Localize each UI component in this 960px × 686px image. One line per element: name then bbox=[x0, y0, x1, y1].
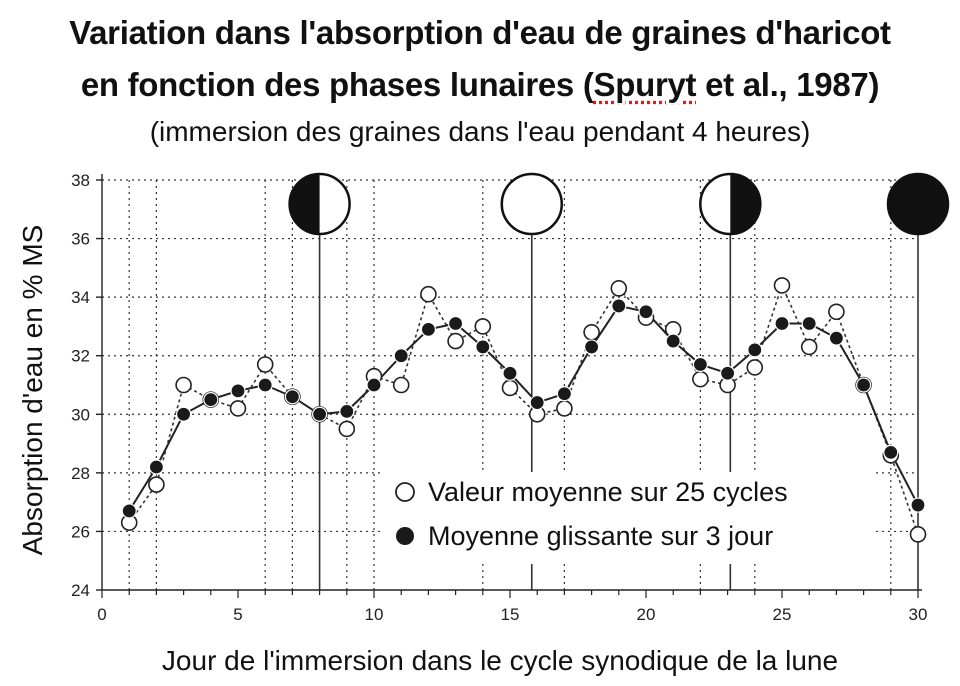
series-points bbox=[120, 277, 927, 543]
point-open bbox=[420, 285, 437, 303]
point-filled bbox=[203, 392, 219, 408]
point-filled bbox=[339, 403, 355, 419]
point-filled bbox=[230, 383, 246, 399]
point-filled bbox=[148, 459, 164, 475]
point-filled bbox=[529, 394, 545, 411]
point-filled bbox=[583, 339, 600, 355]
moon-disc bbox=[500, 172, 564, 236]
point-open bbox=[583, 323, 600, 341]
x-tick-label: 10 bbox=[365, 605, 384, 624]
point-filled bbox=[420, 321, 436, 337]
point-filled bbox=[665, 333, 681, 349]
point-open bbox=[392, 376, 410, 394]
point-open bbox=[175, 376, 192, 394]
point-filled bbox=[692, 356, 709, 373]
legend-label-open: Valeur moyenne sur 25 cycles bbox=[428, 477, 788, 507]
legend-marker-filled bbox=[396, 527, 414, 545]
title-prefix: en fonction des phases lunaires ( bbox=[80, 66, 594, 103]
moon-last-quarter-icon bbox=[699, 172, 762, 236]
point-open bbox=[556, 400, 573, 417]
axes: 24 26 28 30 32 34 36 38 0 5 10 15 20 25 30 bbox=[71, 171, 927, 624]
y-tick-label: 38 bbox=[71, 171, 90, 190]
legend-label-filled: Moyenne glissante sur 3 jour bbox=[428, 521, 773, 551]
point-filled bbox=[719, 365, 736, 381]
point-filled bbox=[910, 497, 926, 513]
y-tick-label: 24 bbox=[71, 581, 90, 600]
citation-author: Spuryt bbox=[593, 66, 697, 103]
point-filled bbox=[393, 348, 409, 364]
x-tick-label: 0 bbox=[97, 605, 106, 624]
point-filled bbox=[611, 298, 627, 314]
point-open bbox=[338, 420, 356, 438]
point-open bbox=[610, 280, 628, 297]
point-open bbox=[828, 303, 845, 321]
moon-phases bbox=[288, 172, 950, 236]
point-open bbox=[256, 356, 274, 373]
point-open bbox=[773, 277, 791, 294]
x-tick-label: 20 bbox=[637, 605, 656, 624]
point-filled bbox=[176, 406, 192, 422]
point-open bbox=[148, 476, 165, 493]
moon-full-icon bbox=[500, 172, 564, 236]
point-filled bbox=[448, 315, 464, 332]
moon-shadow bbox=[730, 174, 761, 234]
point-open bbox=[229, 400, 247, 417]
moon-shadow bbox=[289, 174, 320, 234]
legend-marker-open bbox=[395, 482, 415, 502]
y-tick-label: 36 bbox=[71, 230, 90, 249]
point-open bbox=[692, 370, 709, 388]
point-filled bbox=[312, 406, 328, 422]
point-open bbox=[447, 332, 464, 350]
point-filled bbox=[366, 377, 382, 393]
chart-title-line2: en fonction des phases lunaires (Spuryt … bbox=[0, 66, 960, 104]
y-tick-label: 32 bbox=[71, 347, 90, 366]
y-tick-label: 34 bbox=[71, 288, 90, 307]
y-tick-label: 26 bbox=[71, 522, 90, 541]
x-axis-label: Jour de l'immersion dans le cycle synodi… bbox=[162, 645, 838, 676]
chart-subtitle: (immersion des graines dans l'eau pendan… bbox=[149, 116, 811, 147]
point-filled bbox=[121, 503, 137, 519]
x-tick-label: 5 bbox=[233, 605, 242, 624]
legend-background bbox=[384, 472, 872, 564]
moon-new-icon bbox=[886, 172, 950, 236]
title-suffix: et al., 1987) bbox=[696, 66, 880, 103]
point-open bbox=[800, 338, 818, 356]
x-tick-label: 30 bbox=[909, 605, 928, 624]
y-tick-label: 30 bbox=[71, 405, 90, 424]
y-tick-label: 28 bbox=[71, 464, 90, 483]
point-open bbox=[909, 526, 927, 543]
point-filled bbox=[747, 342, 763, 358]
point-filled bbox=[883, 444, 899, 460]
point-filled bbox=[828, 330, 845, 346]
legend: Valeur moyenne sur 25 cycles Moyenne glis… bbox=[384, 472, 872, 564]
point-filled bbox=[638, 304, 654, 320]
moon-disc bbox=[886, 172, 950, 236]
point-filled bbox=[502, 365, 518, 381]
point-filled bbox=[774, 315, 790, 332]
point-open bbox=[501, 379, 519, 397]
point-filled bbox=[257, 377, 273, 393]
point-filled bbox=[855, 377, 872, 393]
x-tick-label: 15 bbox=[501, 605, 520, 624]
y-axis-label: Absorption d'eau en % MS bbox=[17, 225, 48, 556]
point-open bbox=[746, 359, 764, 376]
point-filled bbox=[556, 386, 573, 402]
series-line-open bbox=[128, 283, 919, 535]
x-tick-label: 25 bbox=[773, 605, 792, 624]
point-open bbox=[474, 318, 492, 335]
point-filled bbox=[475, 339, 491, 355]
chart-title: Variation dans l'absorption d'eau de gra… bbox=[69, 14, 891, 51]
point-filled bbox=[801, 315, 817, 332]
moon-first-quarter-icon bbox=[288, 172, 351, 236]
point-filled bbox=[284, 389, 300, 405]
